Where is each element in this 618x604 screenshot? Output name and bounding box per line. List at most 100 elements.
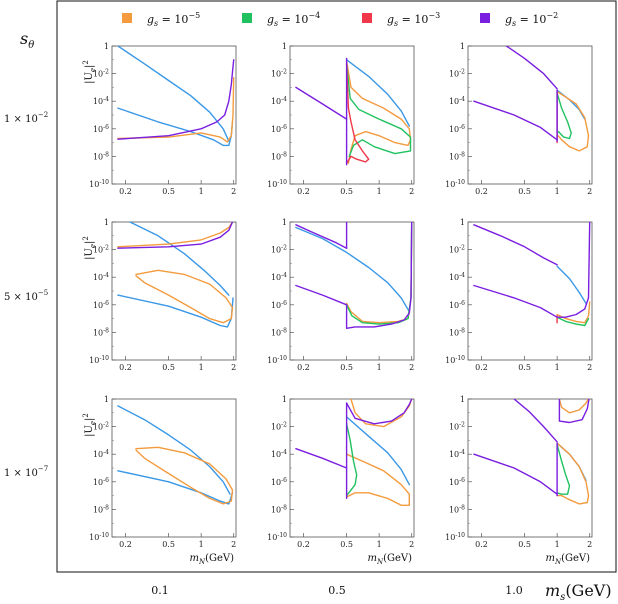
x-tick-label: 0.2 — [475, 187, 488, 196]
panel-series — [117, 405, 234, 505]
y-tick-label: 10-8 — [271, 327, 287, 337]
y-tick-label: 10-6 — [449, 300, 465, 310]
y-tick-label: 1 — [282, 218, 287, 227]
x-tick-label: 1 — [377, 363, 382, 372]
row-label: 5 × 10−5 — [4, 289, 48, 303]
legend-swatch — [242, 13, 252, 23]
x-axis-label: mN(GeV) — [367, 553, 412, 566]
x-tick-label: 0.2 — [119, 540, 132, 549]
panel-r1-c2: 1 10-2 10-4 10-6 10-8 10-10 0.2 0.5 1 2 — [445, 218, 593, 372]
series-line-g1e-2 — [295, 448, 348, 469]
x-tick-label: 0.2 — [297, 363, 310, 372]
y-tick-label: 10-10 — [89, 179, 109, 189]
x-tick-label: 2 — [231, 363, 236, 372]
x-tick-label: 0.2 — [119, 187, 132, 196]
legend: gs = 10−5 gs = 10−4 gs = 10−3 gs = 10−2 — [122, 11, 558, 28]
y-tick-label: 10-6 — [449, 124, 465, 134]
y-tick-label: 10-8 — [449, 504, 465, 514]
legend-label: gs = 10−5 — [147, 11, 200, 28]
x-tick-label: 0.5 — [340, 187, 353, 196]
panel-r0-c0: 1 10-2 10-4 10-6 10-8 10-10 0.2 0.5 1 2 |Ue|2 — [82, 42, 237, 196]
y-tick-label: 10-2 — [449, 245, 465, 255]
x-tick-label: 1 — [555, 363, 560, 372]
y-tick-label: 10-4 — [271, 272, 287, 282]
series-line-g1e-2 — [295, 86, 348, 120]
row-axis-title: sθ — [20, 29, 34, 51]
series-line-g1e-4 — [345, 63, 412, 158]
panel-frame — [111, 45, 237, 185]
series-line-g1e-2 — [473, 224, 558, 266]
y-tick-label: 1 — [282, 395, 287, 404]
series-line-g1e-2 — [473, 453, 558, 495]
series-line-g1e-4 — [345, 423, 358, 497]
series-line-g1e-5 — [558, 399, 590, 414]
x-tick-label: 0.5 — [518, 363, 531, 372]
y-tick-label: 10-10 — [445, 355, 465, 365]
x-tick-label: 1 — [377, 540, 382, 549]
x-tick-label: 0.2 — [297, 187, 310, 196]
x-tick-label: 0.2 — [475, 363, 488, 372]
series-line-g1e-5 — [350, 399, 413, 428]
y-tick-label: 1 — [282, 42, 287, 51]
y-tick-label: 10-8 — [449, 327, 465, 337]
x-tick-label: 0.5 — [162, 187, 175, 196]
series-line-g1e-2 — [345, 222, 413, 329]
y-tick-label: 10-10 — [445, 532, 465, 542]
y-tick-label: 10-6 — [449, 477, 465, 487]
series-line-g1e-5 — [556, 301, 591, 324]
panel-frame — [467, 221, 593, 361]
y-tick-label: 10-6 — [271, 477, 287, 487]
y-tick-label: 10-4 — [449, 96, 465, 106]
legend-label: gs = 10−4 — [267, 11, 320, 28]
x-tick-label: 0.5 — [162, 540, 175, 549]
y-tick-label: 10-10 — [267, 532, 287, 542]
panel-series — [295, 399, 413, 506]
x-tick-label: 1 — [555, 187, 560, 196]
x-tick-label: 2 — [587, 363, 592, 372]
row-labels: 1 × 10−2 5 × 10−5 1 × 10−7 — [4, 111, 48, 479]
x-tick-label: 2 — [409, 187, 414, 196]
row-label: 1 × 10−2 — [4, 111, 48, 125]
x-tick-label: 1 — [199, 540, 204, 549]
y-tick-label: 1 — [460, 218, 465, 227]
column-label: 0.5 — [328, 584, 346, 597]
x-tick-label: 0.5 — [518, 187, 531, 196]
y-tick-label: 10-8 — [271, 504, 287, 514]
x-tick-label: 0.2 — [475, 540, 488, 549]
legend-swatch — [122, 13, 132, 23]
series-line-g1e-5 — [117, 77, 235, 143]
panel-r1-c1: 1 10-2 10-4 10-6 10-8 10-10 0.2 0.5 1 2 — [267, 218, 415, 372]
series-line-g1e-2 — [345, 399, 413, 425]
y-tick-label: 10-2 — [271, 245, 287, 255]
x-tick-label: 2 — [587, 540, 592, 549]
series-line-g1e-5 — [345, 60, 412, 164]
y-tick-label: 10-10 — [445, 179, 465, 189]
column-axis-title: ms(GeV) — [545, 581, 612, 603]
panel-r2-c0: 1 10-2 10-4 10-6 10-8 10-10 0.2 0.5 1 2 |Ue|2 mN(Ge… — [82, 395, 237, 566]
y-tick-label: 10-6 — [93, 300, 109, 310]
y-tick-label: 10-6 — [271, 124, 287, 134]
x-tick-label: 1 — [555, 540, 560, 549]
x-tick-label: 0.2 — [297, 540, 310, 549]
y-tick-label: 10-4 — [271, 449, 287, 459]
y-tick-label: 10-4 — [271, 96, 287, 106]
x-tick-label: 1 — [199, 363, 204, 372]
series-line-g1e-5 — [117, 222, 234, 248]
panel-series — [473, 399, 590, 505]
x-tick-label: 0.5 — [340, 540, 353, 549]
legend-label: gs = 10−2 — [505, 11, 558, 28]
legend-label: gs = 10−3 — [387, 11, 440, 28]
series-line-g1e-4 — [556, 316, 590, 327]
y-tick-label: 10-10 — [89, 532, 109, 542]
panel-r2-c2: 1 10-2 10-4 10-6 10-8 10-10 0.2 0.5 1 2 mN(GeV) — [445, 395, 593, 566]
y-axis-label: |Ue|2 — [82, 413, 97, 437]
y-tick-label: 10-10 — [89, 355, 109, 365]
x-tick-label: 1 — [377, 187, 382, 196]
y-tick-label: 10-10 — [267, 355, 287, 365]
panel-series — [473, 46, 590, 152]
series-line-reference — [556, 265, 587, 305]
series-line-g1e-2 — [295, 224, 348, 249]
series-line-g1e-5 — [556, 90, 590, 152]
series-line-g1e-5 — [556, 442, 590, 505]
y-tick-label: 10-8 — [93, 504, 109, 514]
